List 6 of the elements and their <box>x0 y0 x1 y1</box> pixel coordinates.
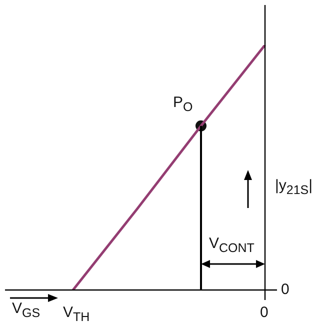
x-tick-label: V$_{TH}$ <box>63 304 90 324</box>
annotation: |y$_{21S}$| <box>275 177 313 197</box>
text: 0 <box>281 281 290 298</box>
text: V$_{GS}$ <box>12 300 40 320</box>
annotation: V$_{CONT}$ <box>209 235 254 255</box>
annotation: P$_{O}$ <box>173 94 193 114</box>
